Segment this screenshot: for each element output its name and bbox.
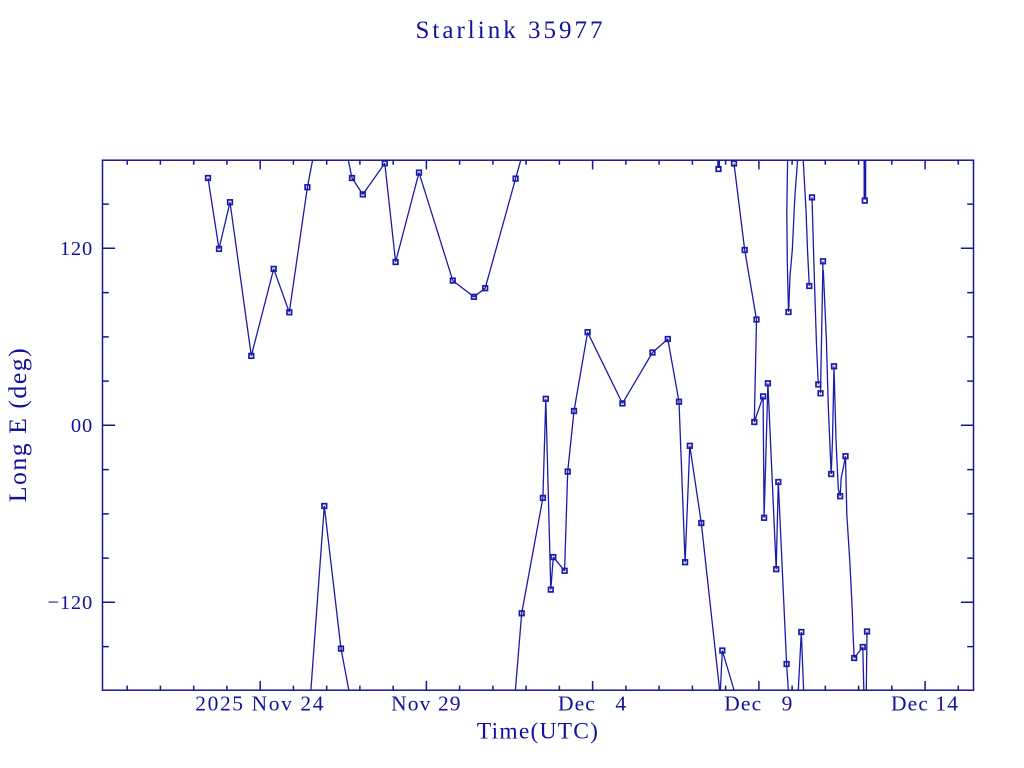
svg-text:2025 Nov 24: 2025 Nov 24 xyxy=(195,692,325,716)
svg-text:Dec 4: Dec 4 xyxy=(558,692,627,716)
svg-text:Dec 14: Dec 14 xyxy=(891,692,959,716)
svg-text:Time(UTC): Time(UTC) xyxy=(477,718,599,744)
svg-text:Dec 9: Dec 9 xyxy=(724,692,793,716)
svg-text:00: 00 xyxy=(71,415,93,437)
svg-text:Starlink 35977: Starlink 35977 xyxy=(416,17,606,44)
svg-text:120: 120 xyxy=(60,238,93,260)
svg-text:−120: −120 xyxy=(47,592,93,614)
svg-text:Long E (deg): Long E (deg) xyxy=(3,347,32,503)
svg-text:Nov 29: Nov 29 xyxy=(391,692,462,716)
